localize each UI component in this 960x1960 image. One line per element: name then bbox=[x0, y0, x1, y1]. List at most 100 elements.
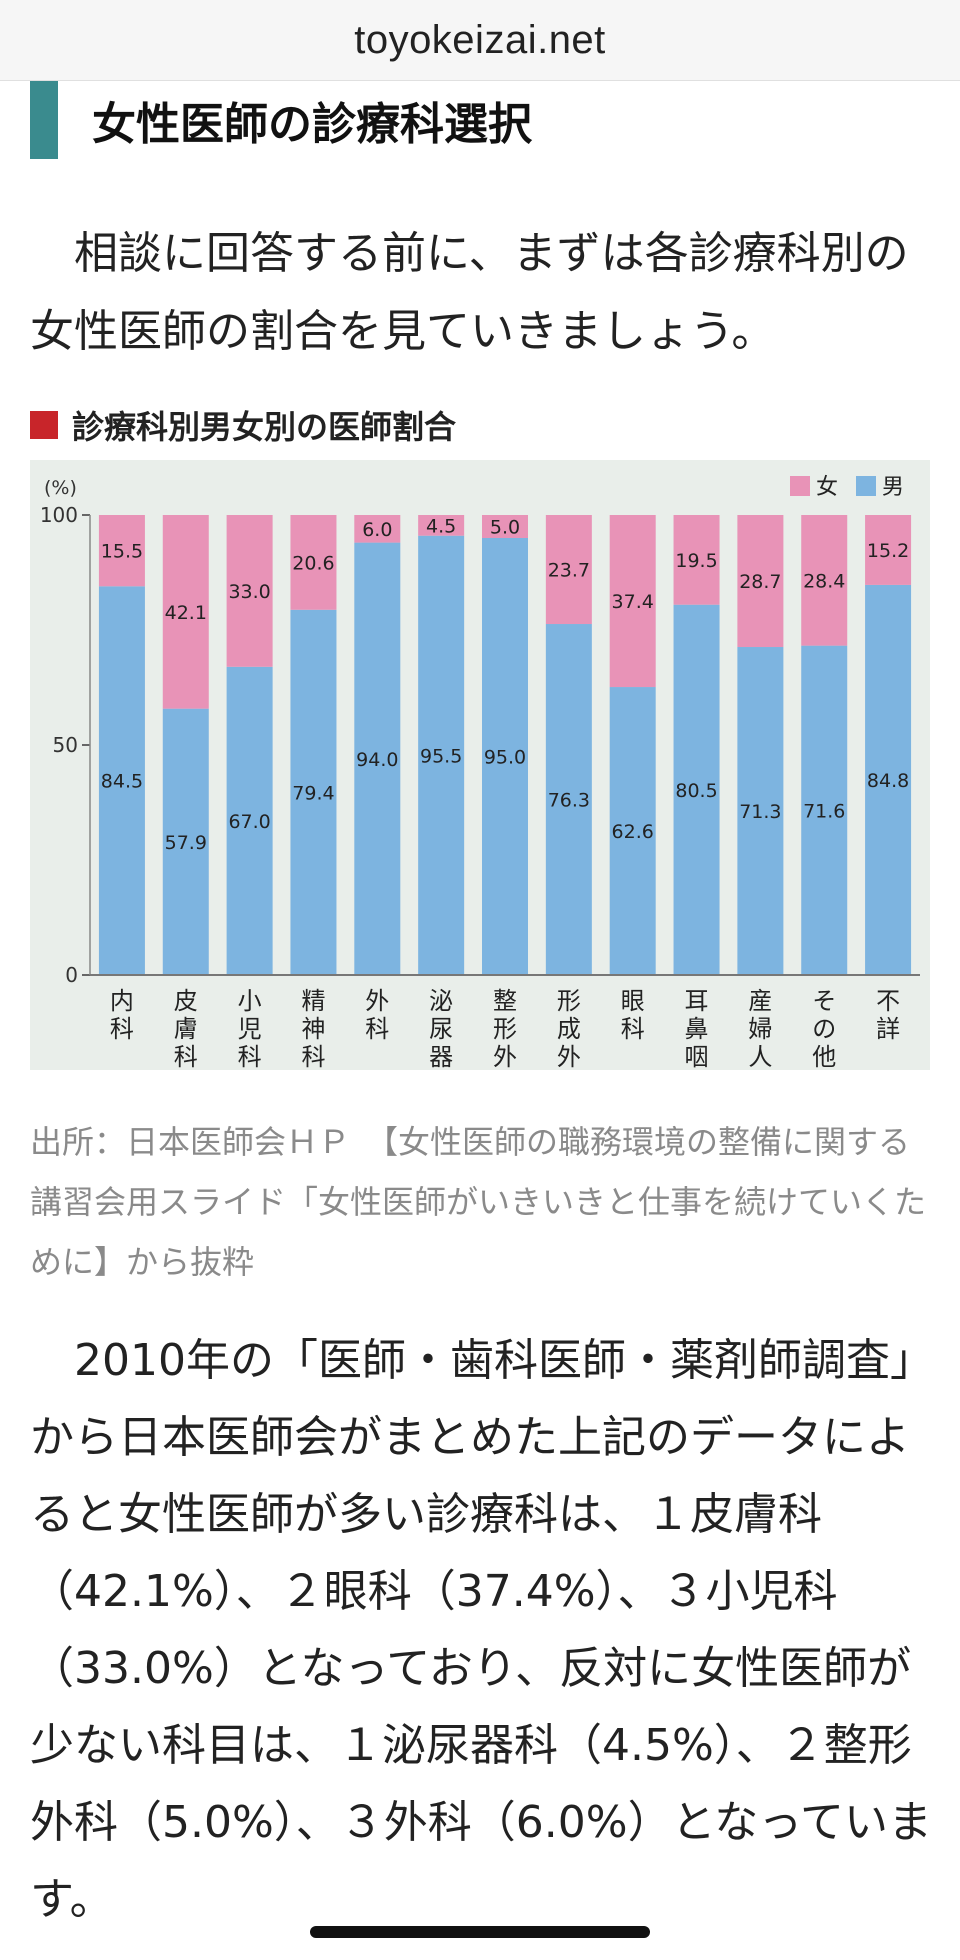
data-label-male: 94.0 bbox=[356, 749, 398, 771]
x-tick-label-char: 形 bbox=[557, 987, 581, 1015]
bar-male bbox=[482, 538, 528, 975]
data-label-male: 57.9 bbox=[165, 832, 207, 854]
data-label-male: 62.6 bbox=[612, 821, 654, 843]
x-tick-label-char: 婦 bbox=[748, 1015, 772, 1043]
x-tick-label-char: 成 bbox=[557, 1015, 581, 1043]
y-tick-label: 100 bbox=[40, 503, 78, 527]
bar-male bbox=[162, 708, 209, 975]
data-label-female: 33.0 bbox=[228, 581, 270, 603]
bar-female bbox=[673, 515, 720, 605]
x-tick-label-char: 外 bbox=[365, 987, 389, 1015]
bar-female bbox=[609, 515, 656, 688]
x-tick-label-char: 詳 bbox=[876, 1015, 900, 1043]
x-tick-label-char: 外 bbox=[493, 1043, 517, 1070]
data-label-female: 20.6 bbox=[292, 552, 334, 574]
x-tick-label-char: 耳 bbox=[685, 987, 709, 1015]
data-label-female: 15.5 bbox=[101, 541, 143, 563]
bar-male bbox=[354, 542, 401, 975]
legend-label-1: 男 bbox=[882, 475, 904, 500]
bar-female bbox=[737, 515, 784, 648]
x-tick-label-char: 児 bbox=[238, 1015, 262, 1043]
bar-male bbox=[673, 604, 720, 975]
x-tick-label-char: 形 bbox=[493, 1015, 517, 1043]
bar-female bbox=[290, 515, 337, 610]
data-label-male: 84.5 bbox=[101, 771, 143, 793]
browser-address-bar[interactable]: toyokeizai.net bbox=[0, 0, 960, 81]
bar-male bbox=[226, 666, 273, 975]
y-axis-unit-label: (%) bbox=[44, 477, 77, 499]
x-tick-label-char: の bbox=[812, 1015, 836, 1043]
chart-title-text: 診療科別男女別の医師割合 bbox=[72, 408, 457, 446]
x-tick-label-char: 尿 bbox=[429, 1015, 453, 1043]
x-tick-label-char: 咽 bbox=[685, 1043, 709, 1070]
x-tick-label-char: 膚 bbox=[174, 1015, 198, 1043]
data-label-female: 37.4 bbox=[612, 591, 654, 613]
bar-male bbox=[545, 624, 592, 975]
data-label-female: 15.2 bbox=[867, 540, 909, 562]
x-tick-label-char: 科 bbox=[365, 1015, 389, 1043]
x-tick-label-char: 精 bbox=[301, 987, 325, 1015]
data-label-female: 19.5 bbox=[675, 550, 717, 572]
x-tick-label-char: そ bbox=[812, 987, 836, 1015]
x-tick-label-char: 科 bbox=[238, 1043, 262, 1070]
data-label-male: 80.5 bbox=[675, 780, 717, 802]
x-tick-label-char: 不 bbox=[876, 987, 900, 1015]
bar-female bbox=[545, 515, 592, 625]
data-label-male: 76.3 bbox=[548, 790, 590, 812]
chart-title: 診療科別男女別の医師割合 bbox=[30, 402, 456, 448]
x-tick-label-char: 眼 bbox=[621, 987, 645, 1015]
x-tick-label-char: 整 bbox=[493, 987, 517, 1015]
x-tick-label-char: 皮 bbox=[174, 987, 198, 1015]
chart-panel: (%) 0 50 100 女男 84.5 15.5 内科 57.9 42.1 皮膚科 67.0 33.0… bbox=[30, 460, 930, 1070]
data-label-female: 23.7 bbox=[548, 560, 590, 582]
x-tick-label-char: 科 bbox=[110, 1015, 134, 1043]
x-tick-label-char: 器 bbox=[429, 1043, 453, 1070]
x-tick-label-char: 科 bbox=[174, 1043, 198, 1070]
bar-male bbox=[418, 535, 465, 975]
bar-female bbox=[482, 515, 528, 538]
bar-female bbox=[98, 515, 145, 587]
bar-male bbox=[609, 687, 656, 975]
data-label-female: 42.1 bbox=[165, 602, 207, 624]
data-label-male: 71.6 bbox=[803, 800, 845, 822]
bar-female bbox=[162, 515, 209, 709]
y-tick-label: 50 bbox=[53, 733, 78, 757]
home-indicator[interactable] bbox=[310, 1926, 650, 1938]
data-label-male: 95.0 bbox=[484, 747, 526, 769]
bar-female bbox=[226, 515, 273, 667]
x-tick-label-char: 科 bbox=[301, 1043, 325, 1070]
bar-male bbox=[865, 584, 912, 975]
address-domain[interactable]: toyokeizai.net bbox=[354, 17, 606, 62]
x-tick-label-char: 外 bbox=[557, 1043, 581, 1070]
data-label-female: 28.4 bbox=[803, 570, 845, 592]
heading-title: 女性医師の診療科選択 bbox=[92, 99, 532, 150]
x-tick-label-char: 人 bbox=[748, 1043, 772, 1070]
x-tick-label-char: 科 bbox=[621, 1015, 645, 1043]
article-heading: 女性医師の診療科選択 bbox=[30, 80, 930, 160]
x-tick-label-char: 他 bbox=[812, 1043, 836, 1070]
bar-male bbox=[290, 609, 337, 975]
lead-paragraph: 相談に回答する前に、まずは各診療科別の女性医師の割合を見ていきましょう。 bbox=[30, 228, 909, 357]
data-label-female: 6.0 bbox=[362, 519, 392, 541]
bar-female bbox=[354, 515, 401, 543]
bar-male bbox=[98, 586, 145, 975]
legend-label-0: 女 bbox=[816, 475, 838, 500]
bar-female bbox=[418, 515, 465, 536]
bar-female bbox=[801, 515, 848, 646]
data-label-male: 67.0 bbox=[228, 811, 270, 833]
data-label-female: 4.5 bbox=[426, 515, 456, 537]
legend-swatch-1 bbox=[856, 476, 876, 496]
legend-swatch-0 bbox=[790, 476, 810, 496]
bar-male bbox=[801, 645, 848, 975]
data-label-female: 28.7 bbox=[739, 571, 781, 593]
data-label-male: 84.8 bbox=[867, 770, 909, 792]
chart-title-marker bbox=[30, 411, 58, 439]
y-tick-label: 0 bbox=[65, 963, 78, 987]
data-label-male: 71.3 bbox=[739, 801, 781, 823]
source-caption: 出所：日本医師会ＨＰ 【女性医師の職務環境の整備に関する講習会用スライド「女性医… bbox=[30, 1123, 927, 1281]
data-label-male: 79.4 bbox=[292, 782, 334, 804]
bar-male bbox=[737, 647, 784, 975]
x-tick-label-char: 内 bbox=[110, 987, 134, 1015]
heading-accent-bar bbox=[30, 81, 58, 159]
x-tick-label-char: 神 bbox=[301, 1015, 325, 1043]
